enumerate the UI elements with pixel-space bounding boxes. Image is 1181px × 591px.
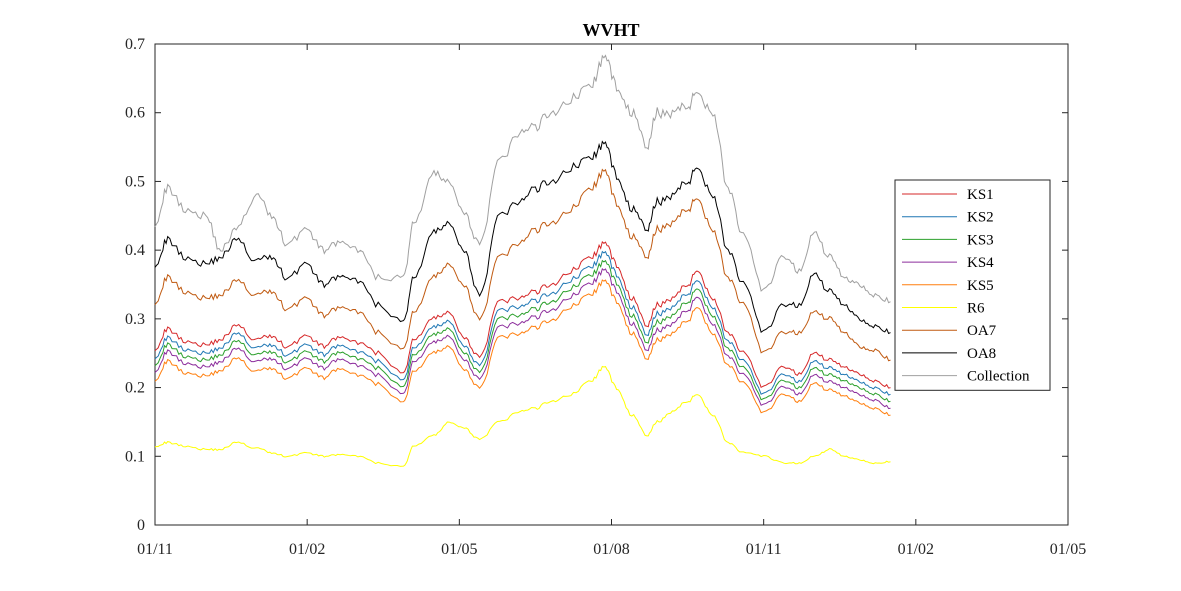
legend-label-ks2: KS2 xyxy=(967,210,994,226)
series-line-r6 xyxy=(154,365,891,467)
x-tick-label: 01/05 xyxy=(1050,541,1086,558)
legend-label-ks4: KS4 xyxy=(967,255,994,271)
series-line-oa7 xyxy=(154,168,891,362)
x-tick-label: 01/05 xyxy=(441,541,477,558)
y-tick-label: 0.1 xyxy=(125,448,145,465)
legend-label-ks1: KS1 xyxy=(967,187,994,203)
series-line-oa8 xyxy=(154,140,891,335)
legend-label-oa8: OA8 xyxy=(967,346,996,362)
y-tick-label: 0.3 xyxy=(125,311,145,328)
series-line-ks5 xyxy=(154,279,891,417)
legend-box xyxy=(894,179,1051,391)
x-tick-label: 01/02 xyxy=(289,541,325,558)
series-line-ks3 xyxy=(154,259,891,403)
y-tick-label: 0.7 xyxy=(125,36,145,53)
legend-label-collection: Collection xyxy=(967,369,1030,385)
series-line-ks1 xyxy=(154,240,891,389)
legend-label-ks5: KS5 xyxy=(967,278,994,294)
series-layer xyxy=(154,54,891,467)
x-tick-label: 01/11 xyxy=(746,541,782,558)
x-tick-label: 01/08 xyxy=(593,541,629,558)
x-tick-label: 01/11 xyxy=(137,541,173,558)
y-tick-label: 0 xyxy=(137,517,145,534)
chart-title: WVHT xyxy=(582,20,639,40)
legend-label-oa7: OA7 xyxy=(967,323,997,339)
legend-label-r6: R6 xyxy=(967,301,985,317)
y-tick-label: 0.5 xyxy=(125,173,145,190)
x-tick-label: 01/02 xyxy=(898,541,934,558)
y-tick-label: 0.6 xyxy=(125,105,145,122)
y-tick-label: 0.2 xyxy=(125,380,145,397)
series-line-ks4 xyxy=(154,268,891,410)
y-tick-label: 0.4 xyxy=(125,242,145,259)
series-line-ks2 xyxy=(154,250,891,396)
legend-label-ks3: KS3 xyxy=(967,232,994,248)
axes: 0 0.1 0.2 0.3 0.4 0.5 0.6 0.7 01/11 01/02 01/05 01/… xyxy=(125,36,1086,558)
legend: KS1 KS2 KS3 KS4 KS5 R6 OA7 OA8 Collection xyxy=(894,179,1051,391)
series-line-collection xyxy=(154,54,891,304)
